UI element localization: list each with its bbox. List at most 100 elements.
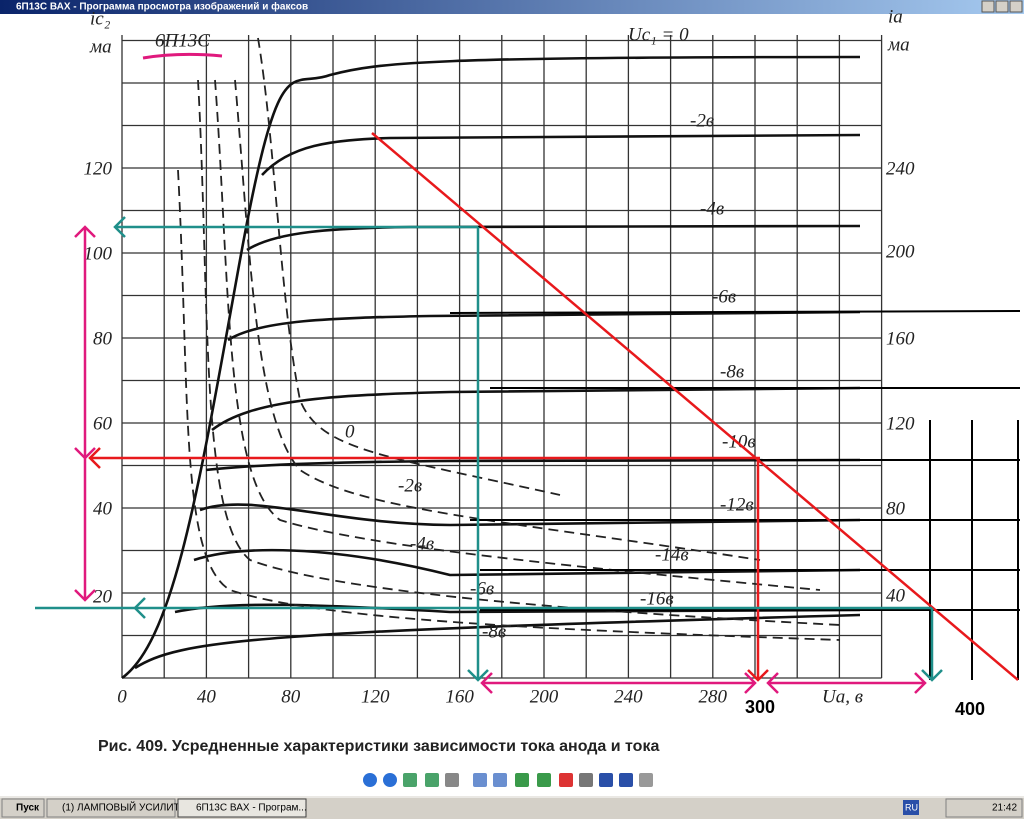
window-buttons[interactable] bbox=[981, 0, 1023, 13]
minimize[interactable] bbox=[981, 0, 995, 13]
curve-label: -6в bbox=[470, 578, 494, 599]
title-bar bbox=[0, 0, 1024, 14]
arrow-head bbox=[133, 597, 146, 619]
annotation-line bbox=[371, 132, 1019, 681]
solid-curve bbox=[261, 133, 861, 176]
tool-button[interactable] bbox=[515, 773, 529, 787]
arrow-head bbox=[74, 589, 96, 602]
curve-label: -14в bbox=[655, 544, 689, 565]
curve-label: -2в bbox=[690, 110, 714, 131]
arrow-head bbox=[744, 672, 757, 694]
tool-button[interactable] bbox=[493, 773, 507, 787]
arrow-head bbox=[766, 672, 779, 694]
right-symbol: ia bbox=[888, 6, 903, 27]
tool-button[interactable] bbox=[403, 773, 417, 787]
right-tick: 80 bbox=[886, 498, 906, 519]
curve-label: -16в bbox=[640, 588, 674, 609]
annotation-line bbox=[449, 310, 1021, 314]
arrow-head bbox=[914, 672, 927, 694]
window-title: 6П13С ВАХ - Программа просмотра изображе… bbox=[16, 1, 308, 13]
task-button[interactable] bbox=[177, 798, 307, 818]
tool-button[interactable] bbox=[639, 773, 653, 787]
curve-label: -8в bbox=[720, 361, 744, 382]
right-tick: 240 bbox=[886, 158, 915, 179]
solid-curve bbox=[121, 55, 861, 680]
tool-button[interactable] bbox=[473, 773, 487, 787]
arrow-head bbox=[921, 669, 943, 682]
language[interactable]: RU bbox=[905, 802, 918, 812]
right-tick: 160 bbox=[886, 328, 915, 349]
tool-button[interactable] bbox=[445, 773, 459, 787]
solid-curve bbox=[211, 386, 861, 432]
task-label[interactable]: (1) ЛАМПОВЫЙ УСИЛИТ... bbox=[62, 801, 187, 814]
tube-label: 6П13С bbox=[155, 30, 210, 51]
tool-button[interactable] bbox=[383, 773, 397, 787]
x-tick: 280 bbox=[699, 686, 728, 707]
start-button[interactable] bbox=[1, 798, 45, 818]
right-unit: мa bbox=[887, 34, 910, 55]
x-tick: 240 bbox=[614, 686, 643, 707]
underline bbox=[142, 52, 223, 60]
solid-curve bbox=[227, 310, 861, 342]
dashed-curve bbox=[214, 79, 821, 591]
close[interactable] bbox=[1009, 0, 1023, 13]
x-tick: 120 bbox=[361, 686, 390, 707]
arrow-head bbox=[88, 447, 101, 469]
scanned-chart bbox=[121, 35, 883, 680]
note-300: 300 bbox=[745, 697, 775, 717]
x-tick: 160 bbox=[445, 686, 474, 707]
x-label: Ua, в bbox=[822, 686, 863, 707]
tool-button[interactable] bbox=[599, 773, 613, 787]
arrow-head bbox=[480, 672, 493, 694]
left-unit: мa bbox=[89, 36, 112, 57]
tool-button[interactable] bbox=[619, 773, 633, 787]
left-tick: 80 bbox=[93, 328, 113, 349]
tool-button[interactable] bbox=[425, 773, 439, 787]
curve-label: -6в bbox=[712, 286, 736, 307]
maximize[interactable] bbox=[995, 0, 1009, 13]
arrow-head bbox=[74, 225, 96, 238]
grid-label: Uc₁ = 0 bbox=[628, 24, 689, 45]
x-tick: 0 bbox=[117, 686, 127, 707]
solid-curve bbox=[193, 548, 861, 577]
dashed-curve bbox=[197, 79, 841, 626]
tool-button[interactable] bbox=[559, 773, 573, 787]
left-tick: 40 bbox=[93, 498, 113, 519]
x-tick: 80 bbox=[281, 686, 301, 707]
solid-curve bbox=[199, 503, 861, 527]
curve-label: -2в bbox=[398, 475, 422, 496]
arrow-head bbox=[74, 447, 96, 460]
dashed-curve bbox=[177, 169, 841, 641]
toolbar-buttons bbox=[363, 773, 653, 787]
right-tick: 40 bbox=[886, 585, 906, 606]
left-symbol: ic₂ bbox=[90, 8, 111, 29]
right-tick: 200 bbox=[886, 241, 915, 262]
left-tick: 100 bbox=[84, 243, 113, 264]
x-tick: 40 bbox=[197, 686, 217, 707]
task-label[interactable]: 6П13С ВАХ - Програм... bbox=[196, 803, 307, 814]
arrow-head bbox=[467, 669, 489, 682]
dashed-curve bbox=[257, 37, 561, 496]
tool-button[interactable] bbox=[537, 773, 551, 787]
arrow-head bbox=[113, 216, 126, 238]
left-tick: 20 bbox=[93, 586, 113, 607]
note-400: 400 bbox=[955, 699, 985, 719]
curve-label: -8в bbox=[482, 621, 506, 642]
start-label[interactable]: Пуск bbox=[16, 803, 40, 814]
left-tick: 120 bbox=[84, 158, 113, 179]
curve-label: -4в bbox=[410, 533, 434, 554]
solid-curve bbox=[246, 224, 861, 252]
language-box[interactable] bbox=[903, 800, 919, 815]
solid-curve bbox=[134, 613, 861, 670]
curve-label: -4в bbox=[700, 198, 724, 219]
tool-button[interactable] bbox=[579, 773, 593, 787]
tray bbox=[945, 798, 1023, 818]
right-tick: 120 bbox=[886, 413, 915, 434]
dashed-curve bbox=[234, 79, 761, 561]
left-tick: 60 bbox=[93, 413, 113, 434]
tool-button[interactable] bbox=[363, 773, 377, 787]
curve-label: -12в bbox=[720, 494, 754, 515]
task-button[interactable] bbox=[46, 798, 176, 818]
clock: 21:42 bbox=[992, 803, 1017, 814]
